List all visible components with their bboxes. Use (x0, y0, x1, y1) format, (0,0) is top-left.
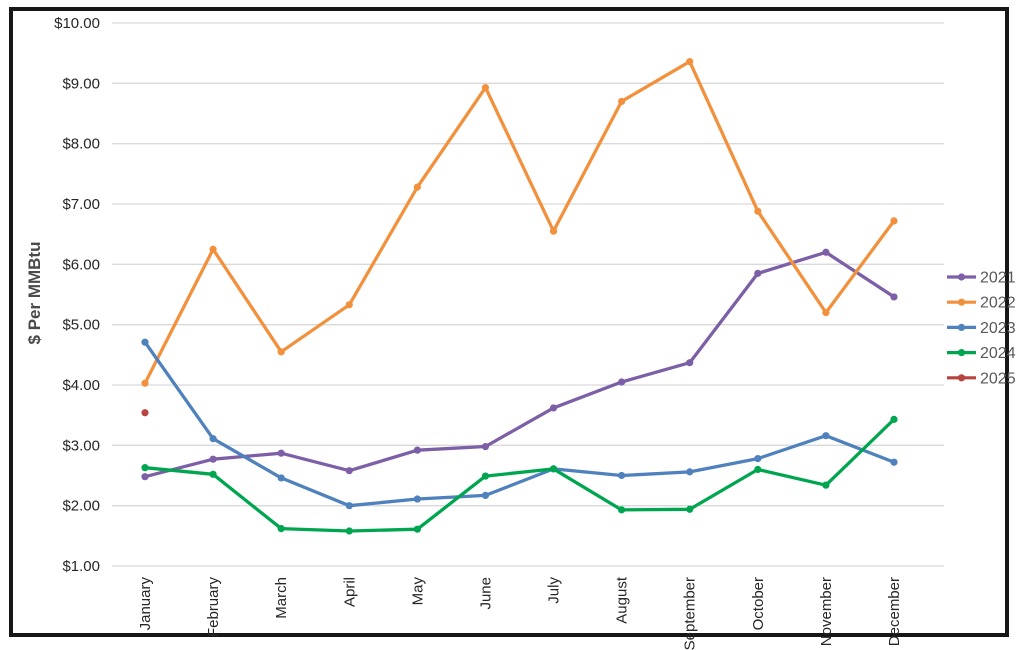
x-axis-tick-label: September (682, 577, 699, 650)
data-point-2024 (209, 470, 217, 478)
data-point-2022 (618, 97, 626, 106)
y-axis-title: $ Per MMBtu (25, 242, 44, 345)
data-point-2023 (822, 432, 830, 440)
legend-marker-icon (957, 374, 966, 382)
data-point-2023 (209, 435, 217, 443)
data-point-2024 (277, 524, 285, 533)
data-point-2021 (209, 455, 217, 463)
data-point-2024 (890, 415, 898, 423)
legend-item-2025: 2025 (947, 370, 1016, 387)
legend-label: 2023 (980, 320, 1016, 337)
data-point-2022 (345, 301, 353, 309)
series-line-2024 (143, 417, 896, 533)
legend-item-2021: 2021 (947, 270, 1016, 287)
y-axis-tick-label: $1.00 (62, 558, 100, 575)
data-point-2022 (141, 379, 149, 387)
data-point-2023 (481, 491, 490, 500)
data-point-2021 (549, 404, 558, 412)
data-point-2023 (413, 495, 421, 503)
y-axis-tick-label: $2.00 (62, 498, 100, 515)
x-axis-tick-label: October (750, 577, 767, 630)
data-point-2024 (481, 472, 490, 480)
x-axis-tick-label: January (137, 577, 154, 631)
y-axis-tick-label: $10.00 (54, 15, 100, 32)
legend-marker-icon (957, 273, 966, 281)
data-point-2021 (413, 446, 421, 454)
data-point-2024 (686, 505, 694, 513)
legend-item-2023: 2023 (947, 320, 1016, 337)
x-axis-tick-label: May (409, 577, 426, 606)
data-point-2021 (141, 473, 149, 481)
data-point-2021 (345, 467, 353, 475)
series-line-2021 (143, 250, 896, 479)
data-point-2022 (209, 245, 217, 253)
x-axis-tick-label: June (477, 577, 494, 610)
y-axis-tick-label: $5.00 (62, 317, 100, 334)
legend-label: 2025 (980, 370, 1016, 387)
data-point-2021 (686, 359, 694, 367)
data-point-2023 (890, 458, 898, 466)
data-point-2023 (277, 474, 285, 482)
legend-label: 2024 (980, 345, 1016, 362)
data-point-2024 (141, 464, 149, 472)
legend-label: 2021 (980, 270, 1016, 287)
x-axis-tick-label: December (886, 577, 903, 646)
data-point-2023 (345, 502, 353, 510)
data-point-2021 (890, 293, 898, 301)
data-point-2022 (549, 227, 558, 235)
data-point-2024 (549, 465, 558, 473)
data-point-2022 (481, 83, 490, 92)
legend-item-2024: 2024 (947, 345, 1016, 362)
x-axis-tick-label: August (614, 576, 631, 624)
series-line-2023 (143, 340, 896, 508)
x-axis-tick-label: July (546, 577, 563, 604)
data-point-2024 (413, 525, 421, 533)
data-point-2022 (890, 217, 898, 225)
series-line-2022 (143, 59, 896, 385)
data-point-2022 (754, 207, 762, 215)
legend-marker-icon (957, 323, 966, 331)
legend-marker-icon (957, 298, 966, 306)
data-point-2023 (754, 455, 762, 463)
data-point-2023 (686, 468, 694, 476)
data-point-2022 (277, 348, 285, 356)
data-point-2021 (754, 269, 762, 277)
data-point-2021 (481, 442, 490, 451)
data-point-2021 (822, 248, 830, 256)
data-point-2024 (345, 527, 353, 535)
x-axis-tick-label: March (273, 577, 290, 619)
data-point-2021 (618, 378, 626, 386)
y-axis-tick-label: $9.00 (62, 75, 100, 92)
y-axis-tick-label: $6.00 (62, 256, 100, 273)
data-point-2022 (413, 183, 421, 191)
y-axis-tick-label: $8.00 (62, 136, 100, 153)
data-point-2025 (141, 409, 149, 417)
x-axis-tick-label: February (205, 577, 222, 638)
y-axis-tick-label: $4.00 (62, 377, 100, 394)
x-axis-tick-label: November (818, 577, 835, 646)
data-point-2021 (277, 449, 285, 457)
data-point-2022 (686, 58, 694, 66)
legend-label: 2022 (980, 295, 1016, 312)
y-axis-tick-label: $7.00 (62, 196, 100, 213)
legend-item-2022: 2022 (947, 295, 1016, 312)
data-point-2022 (822, 309, 830, 317)
y-axis-tick-label: $3.00 (62, 437, 100, 454)
data-point-2023 (141, 338, 149, 346)
x-axis-tick-label: April (341, 577, 358, 607)
data-point-2023 (618, 471, 626, 480)
data-point-2024 (822, 481, 830, 489)
data-point-2024 (618, 506, 626, 514)
data-point-2024 (754, 465, 762, 474)
legend-marker-icon (957, 349, 966, 357)
